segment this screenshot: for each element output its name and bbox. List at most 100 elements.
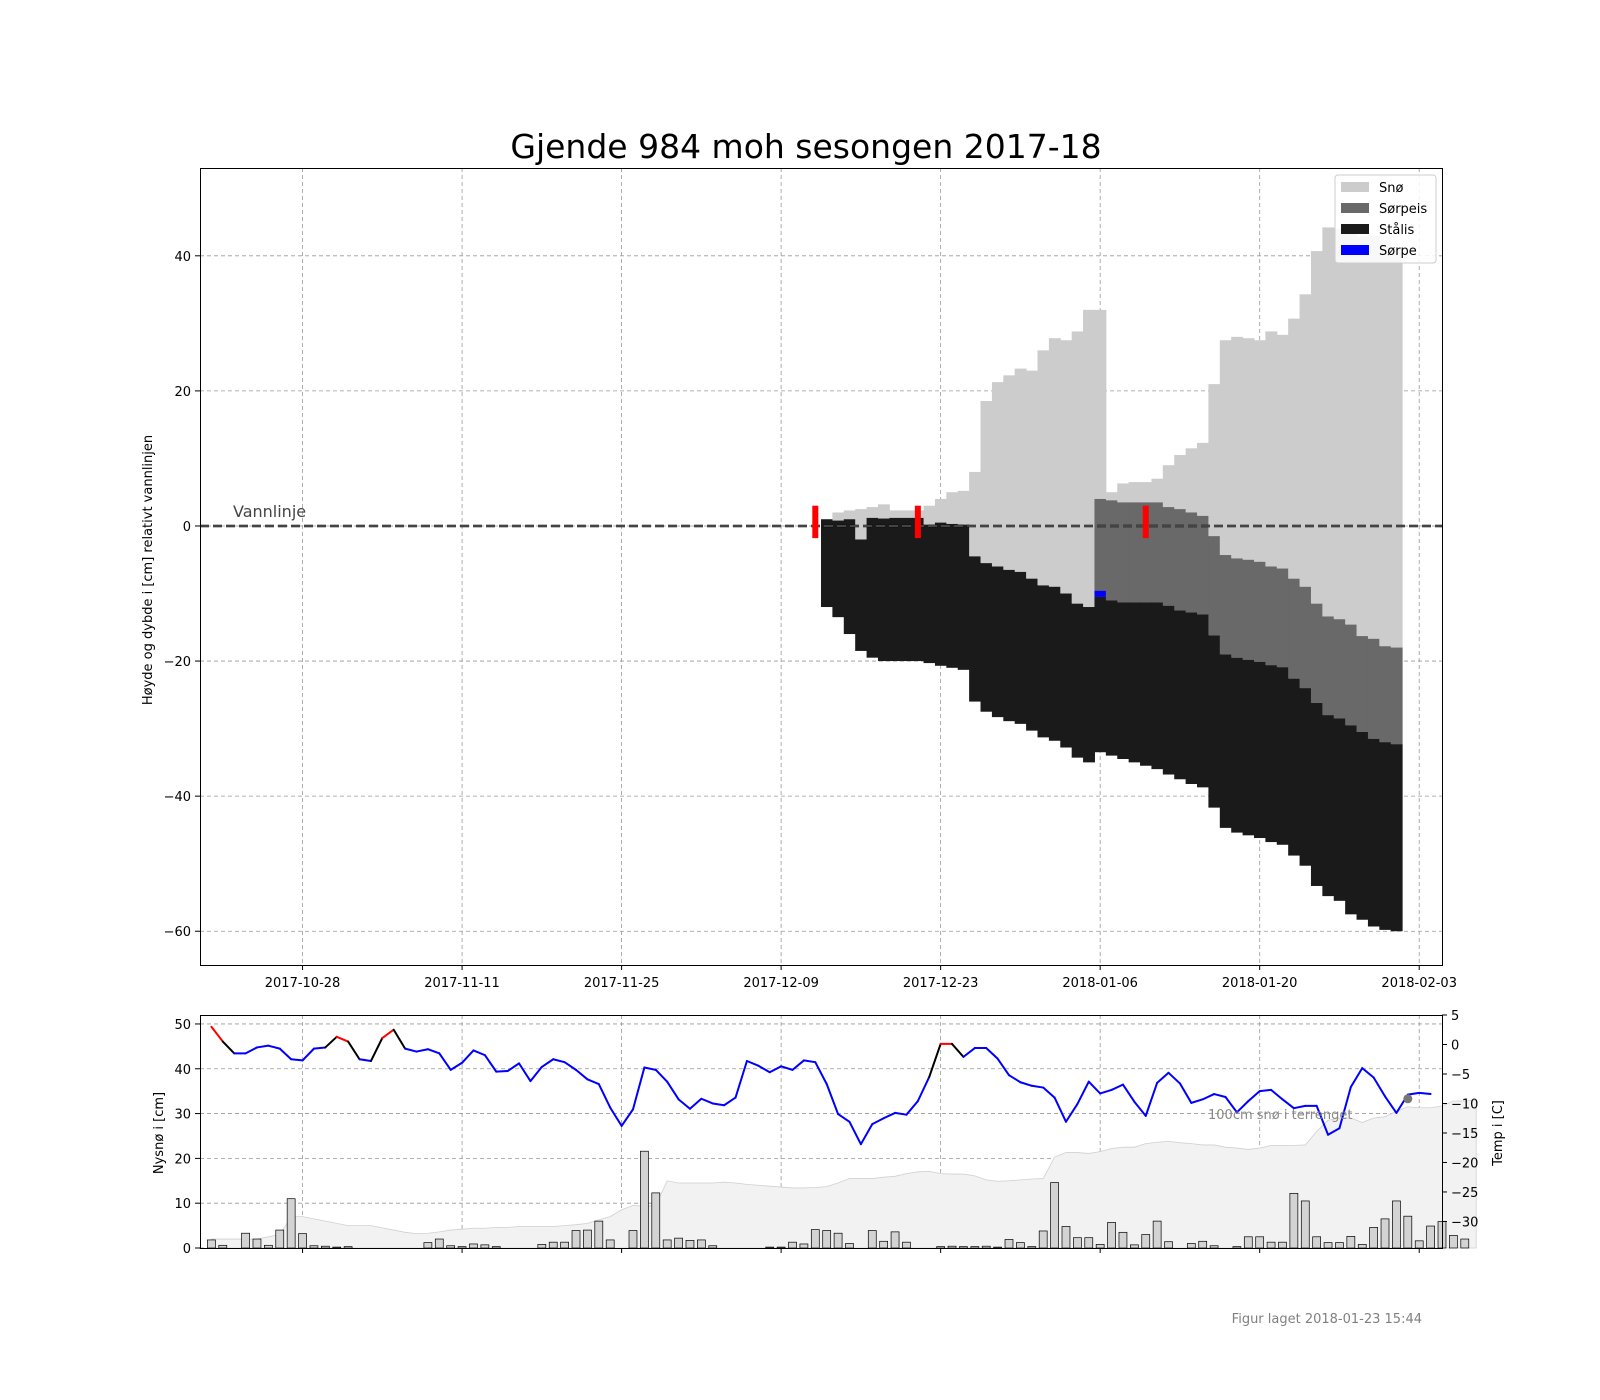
temperature-segment (859, 1123, 874, 1146)
slush-ice-bar (1174, 509, 1187, 611)
temperature-segment (586, 1078, 600, 1086)
temperature-segment (461, 1049, 475, 1064)
legend-label-slush-ice: Sørpeis (1379, 202, 1427, 217)
new-snow-bar (1050, 1182, 1059, 1249)
temperature-segment (734, 1060, 748, 1099)
black-ice-bar (1071, 603, 1084, 758)
new-snow-bar (1392, 1200, 1401, 1249)
snow-bar (969, 471, 982, 557)
snow-bar (946, 492, 959, 524)
temperature-segment (711, 1102, 726, 1107)
new-snow-bar (628, 1230, 638, 1249)
temperature-segment (529, 1065, 543, 1083)
new-snow-bar (446, 1245, 456, 1249)
temperature-segment (1224, 1095, 1238, 1114)
temperature-segment (1235, 1100, 1250, 1114)
snow-bar (1105, 492, 1118, 501)
main-x-tick-label: 2017-11-11 (424, 976, 500, 991)
snow-bar (832, 512, 845, 521)
new-snow-bar (662, 1239, 672, 1249)
new-snow-bar (1084, 1237, 1094, 1249)
black-ice-bar (1219, 654, 1232, 828)
new-snow-bar (207, 1239, 216, 1249)
black-ice-bar (1026, 578, 1038, 731)
new-snow-bar (651, 1192, 661, 1249)
snow-bar (843, 510, 856, 520)
temperature-segment (1258, 1088, 1273, 1093)
main-y-tick-label: 20 (174, 385, 191, 400)
slush-ice-bar (1333, 619, 1346, 719)
snow-bar (923, 505, 936, 525)
temperature-segment (688, 1097, 703, 1110)
bottom-y-axis-label-right: Temp i [C] (1491, 1100, 1506, 1167)
main-grid (200, 168, 1442, 965)
slush-ice-bar (1162, 507, 1175, 606)
new-snow-bar (480, 1244, 490, 1249)
snow-bar (1197, 442, 1209, 516)
temperature-segment (1178, 1082, 1193, 1104)
main-y-tick-label: −40 (164, 790, 191, 805)
black-ice-bar (1060, 593, 1073, 748)
main-x-tick-label: 2017-12-09 (743, 976, 819, 991)
black-ice-bar (1390, 744, 1403, 932)
temperature-segment (1361, 1067, 1375, 1079)
temperature-segment (951, 1042, 965, 1058)
new-snow-bar (1061, 1226, 1071, 1249)
new-snow-bar (765, 1246, 775, 1249)
slush-ice-bar (1322, 616, 1335, 716)
legend-swatch-slush-ice (1341, 203, 1369, 213)
new-snow-bar (1073, 1237, 1082, 1249)
temperature-segment (449, 1061, 464, 1071)
temperature-segment (381, 1028, 395, 1040)
temperature-segment (837, 1113, 851, 1123)
snow-bar (1356, 236, 1369, 637)
black-ice-bar (991, 566, 1004, 718)
snow-bar (855, 509, 868, 540)
bottom-marks (207, 1025, 1477, 1249)
new-snow-bar (1186, 1243, 1196, 1249)
new-snow-bar (1255, 1236, 1265, 1249)
main-x-tick-label: 2018-02-03 (1381, 976, 1457, 991)
temperature-segment (369, 1037, 384, 1063)
new-snow-bar (799, 1243, 809, 1249)
legend-label-black-ice: Stålis (1379, 223, 1415, 238)
temperature-segment (1042, 1086, 1056, 1099)
temperature-segment (802, 1059, 817, 1064)
snow-bar (1151, 478, 1164, 503)
new-snow-bar (605, 1239, 615, 1249)
black-ice-bar (1185, 612, 1198, 784)
new-snow-bar (275, 1229, 285, 1249)
snow-bar (991, 382, 1004, 567)
slush-ice-bar (1356, 636, 1369, 732)
temperature-segment (358, 1058, 372, 1063)
new-snow-bar (1027, 1246, 1037, 1249)
legend-swatch-slush (1341, 245, 1369, 255)
temperature-segment (631, 1066, 646, 1111)
new-snow-bar (434, 1238, 444, 1249)
snow-bar (1037, 350, 1050, 586)
snow-bar (1253, 340, 1266, 562)
temperature-segment (1121, 1083, 1136, 1103)
temperature-segment (654, 1068, 669, 1083)
snow-bar (1185, 448, 1198, 513)
temperature-segment (882, 1111, 897, 1120)
slush-bar (1094, 590, 1106, 597)
black-ice-bar (889, 517, 902, 662)
new-snow-bar (491, 1246, 501, 1249)
snow-bar (957, 490, 970, 525)
black-ice-bar (1151, 602, 1164, 770)
black-ice-bar (1037, 585, 1050, 738)
new-snow-bar (1460, 1238, 1470, 1249)
main-ticks: 2017-10-28 2017-11-11 2017-11-25 2017-12-09… (164, 250, 1457, 991)
bottom-y-tick-label-right: 0 (1451, 1038, 1459, 1053)
temperature-segment (1315, 1104, 1330, 1136)
snow-bar (1299, 294, 1312, 587)
temperature-segment (1019, 1081, 1033, 1087)
black-ice-bar (877, 518, 890, 662)
temperature-segment (1327, 1127, 1341, 1136)
black-ice-bar (1322, 715, 1335, 897)
slush-ice-bar (1151, 502, 1164, 603)
slush-ice-bar (1185, 512, 1198, 613)
temperature-segment (1213, 1093, 1227, 1098)
